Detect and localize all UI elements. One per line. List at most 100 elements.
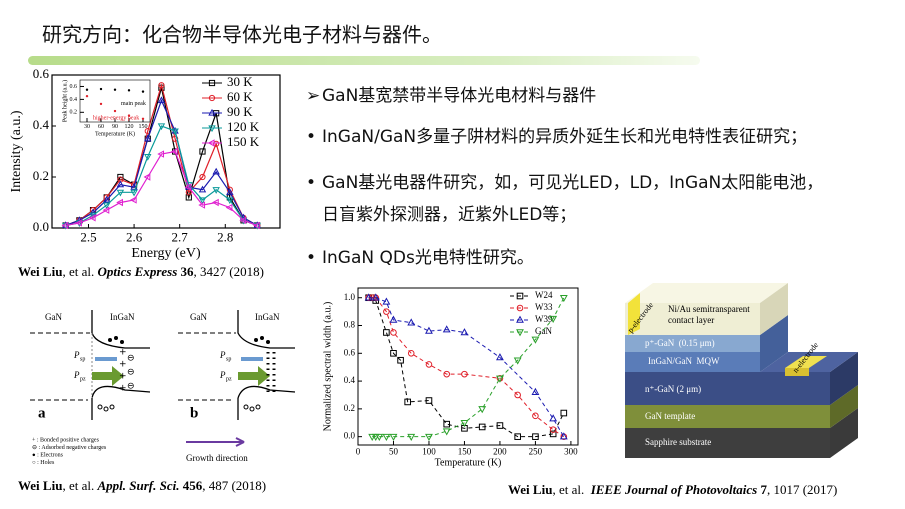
marker	[425, 361, 433, 368]
layer-label: Ni/Au semitransparent	[668, 304, 750, 314]
marker	[157, 150, 165, 158]
bullet-text: GaN基光电器件研究，如，可见光LED，LD，InGaN太阳能电池，	[322, 173, 823, 193]
marker	[208, 108, 216, 116]
y-tick-label: 0.0	[344, 431, 356, 441]
marker	[531, 387, 540, 395]
marker	[531, 336, 540, 344]
marker	[88, 214, 96, 222]
marker	[460, 328, 469, 336]
marker	[382, 297, 391, 305]
y-tick-label: 0.2	[33, 168, 49, 183]
marker	[208, 94, 216, 102]
marker	[496, 353, 504, 361]
x-tick-label: 250	[529, 446, 543, 456]
marker	[85, 88, 89, 91]
legend-label: 120 K	[227, 119, 260, 134]
y-tick-label: 0.0	[33, 219, 49, 234]
y-tick-label: 0.8	[344, 320, 356, 330]
marker	[157, 123, 166, 131]
citation-author: Wei Liu	[18, 264, 62, 279]
x-axis-label: Temperature (K)	[95, 130, 135, 137]
x-tick-label: 2.6	[126, 229, 143, 244]
svg-text:+: +	[119, 384, 127, 394]
symbol-subscript: sp	[80, 356, 85, 362]
x-tick-label: 30	[84, 124, 90, 130]
y-tick-label: 0.2	[70, 110, 78, 116]
marker	[516, 329, 524, 337]
symbol: P	[73, 370, 80, 380]
marker	[170, 147, 178, 156]
marker	[397, 356, 404, 364]
marker	[157, 96, 166, 104]
marker	[130, 189, 138, 197]
marker	[144, 134, 152, 142]
symbol: P	[219, 350, 226, 360]
marker	[184, 183, 192, 191]
marker	[443, 370, 451, 378]
marker	[143, 173, 151, 181]
y-tick-label: 0.2	[344, 403, 355, 413]
citation-etal: , et al.	[62, 478, 97, 493]
legend-label: W24	[535, 290, 553, 300]
series-line	[65, 98, 258, 227]
marker	[390, 329, 397, 336]
plot-frame	[79, 79, 151, 123]
marker	[85, 94, 89, 98]
marker	[113, 88, 117, 91]
y-tick-label: 0.4	[70, 97, 78, 103]
x-tick-label: 150	[458, 446, 472, 456]
bullet-text: InGaN QDs光电特性研究。	[322, 248, 534, 268]
x-tick-label: 0	[356, 446, 361, 456]
marker	[407, 433, 416, 442]
layer-label: GaN template	[645, 411, 695, 421]
y-tick-label: 1.0	[344, 292, 356, 302]
device-structure: p-electrode Ni/Au semitransparentcontact …	[625, 283, 858, 458]
growth-label: Growth direction	[186, 453, 248, 463]
legend-label: GaN	[535, 326, 552, 336]
marker	[75, 219, 82, 227]
svg-text:+: +	[119, 348, 127, 358]
x-tick-label: 60	[98, 124, 104, 130]
marker	[199, 173, 206, 181]
y-tick-label: 0.6	[33, 66, 50, 81]
marker	[389, 433, 398, 442]
y-axis-label: Intensity (a.u.)	[9, 110, 24, 192]
marker	[130, 183, 138, 190]
svg-text:+: +	[119, 360, 127, 370]
marker	[425, 397, 433, 404]
marker	[116, 198, 123, 207]
symbol-subscript: sp	[226, 356, 231, 362]
marker	[460, 420, 469, 428]
marker	[253, 221, 260, 230]
citation-rest: , 1017 (2017)	[767, 482, 837, 497]
marker	[113, 109, 117, 113]
marker	[559, 294, 568, 303]
symbol-subscript: pz	[80, 376, 86, 382]
layer-label: Sapphire substrate	[645, 437, 711, 447]
marker	[461, 370, 468, 378]
marker	[425, 433, 433, 442]
marker	[116, 189, 125, 197]
marker	[516, 292, 524, 300]
marker	[171, 128, 179, 136]
marker	[425, 326, 433, 334]
marker	[198, 185, 207, 193]
marker	[226, 197, 234, 205]
legend-label: W33	[535, 302, 553, 312]
marker	[383, 329, 390, 336]
marker	[516, 304, 524, 312]
marker	[127, 114, 131, 117]
x-tick-label: 2.7	[172, 229, 189, 244]
y-axis-label: Peak height (a.u.)	[61, 80, 68, 122]
region-label: GaN	[45, 312, 62, 322]
title-bar	[28, 56, 700, 65]
citation: Wei Liu, et al. Optics Express 36, 3427 …	[18, 264, 264, 279]
x-tick-label: 200	[493, 446, 507, 456]
legend-label: 90 K	[227, 104, 253, 119]
marker	[208, 79, 216, 87]
marker	[364, 293, 373, 301]
marker	[103, 195, 111, 203]
marker	[549, 315, 558, 323]
